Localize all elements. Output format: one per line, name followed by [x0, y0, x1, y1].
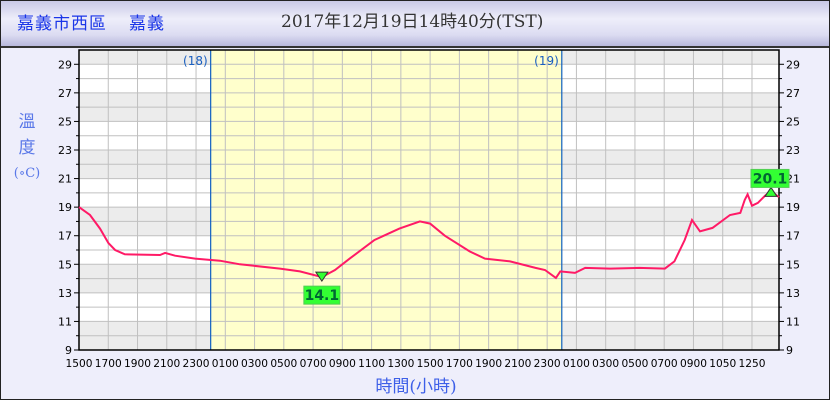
x-tick-label: 2100: [504, 357, 531, 370]
x-tick-label: 0500: [621, 357, 648, 370]
y-tick-label-right: 15: [786, 258, 800, 271]
y-axis-label: 溫 度 (∘C): [9, 109, 45, 187]
y-tick-label-left: 23: [58, 144, 72, 157]
y-tick-label-right: 23: [786, 144, 800, 157]
y-tick-label-left: 15: [58, 258, 72, 271]
y-tick-label-right: 19: [786, 201, 800, 214]
y-tick-label-right: 21: [786, 173, 800, 186]
y-label-unit: (∘C): [13, 166, 41, 181]
y-tick-label-left: 9: [65, 344, 72, 357]
y-tick-label-left: 13: [58, 287, 72, 300]
y-tick-label-right: 17: [786, 230, 800, 243]
x-tick-label: 1700: [446, 357, 473, 370]
min-marker-icon: [314, 271, 329, 283]
x-tick-label: 0900: [680, 357, 707, 370]
y-tick-label-right: 9: [786, 344, 793, 357]
x-tick-label: 0300: [592, 357, 619, 370]
y-label-line: 度: [18, 138, 36, 158]
x-tick-label: 1900: [475, 357, 502, 370]
x-tick-label: 1500: [66, 357, 93, 370]
temperature-line: [78, 190, 780, 280]
x-tick-label: 1100: [358, 357, 385, 370]
y-tick-label-left: 27: [58, 87, 72, 100]
observation-datetime: 2017年12月19日14時40分(TST): [281, 12, 544, 32]
y-tick-label-right: 11: [786, 315, 800, 328]
min-label-box: [303, 285, 341, 305]
station-name: 嘉義市西區 嘉義: [17, 9, 187, 34]
x-tick-label: 2300: [183, 357, 210, 370]
y-label-line: 溫: [18, 112, 36, 132]
x-tick-label: 2300: [534, 357, 561, 370]
y-tick-label-left: 11: [58, 315, 72, 328]
x-tick-label: 1700: [95, 357, 122, 370]
day-marker-label: (18): [183, 54, 208, 68]
max-label-box: [750, 168, 790, 188]
x-tick-label: 1900: [124, 357, 151, 370]
x-axis-label: 時間(小時): [375, 377, 457, 397]
title-bar: 嘉義市西區 嘉義 2017年12月19日14時40分(TST): [1, 1, 829, 48]
station-site: 嘉義: [129, 14, 165, 34]
y-tick-label-left: 21: [58, 173, 72, 186]
x-tick-label: 1300: [387, 357, 414, 370]
y-tick-label-left: 19: [58, 201, 72, 214]
station-district: 嘉義市西區: [17, 14, 107, 34]
x-tick-label: 0500: [270, 357, 297, 370]
x-tick-label: 1500: [417, 357, 444, 370]
y-tick-label-left: 25: [58, 115, 72, 128]
y-tick-label-right: 29: [786, 58, 800, 71]
min-value-label: 14.1: [305, 288, 340, 304]
y-tick-label-right: 27: [786, 87, 800, 100]
x-tick-label: 2100: [153, 357, 180, 370]
x-tick-label: 0100: [212, 357, 239, 370]
x-tick-label: 0100: [563, 357, 590, 370]
plot-border: [78, 49, 780, 351]
max-value-label: 20.1: [753, 171, 788, 187]
x-tick-label: 0700: [300, 357, 327, 370]
x-tick-label: 0700: [651, 357, 678, 370]
y-tick-label-left: 29: [58, 58, 72, 71]
x-tick-label: 1050: [709, 357, 736, 370]
x-tick-label: 0900: [329, 357, 356, 370]
max-marker-icon: [764, 186, 778, 197]
y-tick-label-right: 25: [786, 115, 800, 128]
highlight-day-band: [210, 50, 562, 350]
day-marker-label: (19): [534, 54, 559, 68]
x-tick-label: 0300: [241, 357, 268, 370]
y-tick-label-right: 13: [786, 287, 800, 300]
y-tick-label-left: 17: [58, 230, 72, 243]
x-tick-label: 1250: [738, 357, 765, 370]
